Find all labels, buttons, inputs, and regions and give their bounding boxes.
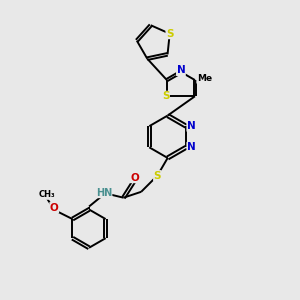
Text: S: S bbox=[166, 29, 173, 39]
Text: S: S bbox=[154, 171, 161, 181]
Text: CH₃: CH₃ bbox=[38, 190, 55, 200]
Text: S: S bbox=[162, 91, 169, 101]
Text: O: O bbox=[130, 173, 139, 183]
Text: N: N bbox=[187, 142, 196, 152]
Text: HN: HN bbox=[96, 188, 112, 198]
Text: N: N bbox=[176, 65, 185, 76]
Text: Me: Me bbox=[197, 74, 212, 83]
Text: N: N bbox=[187, 121, 196, 131]
Text: O: O bbox=[50, 202, 58, 213]
